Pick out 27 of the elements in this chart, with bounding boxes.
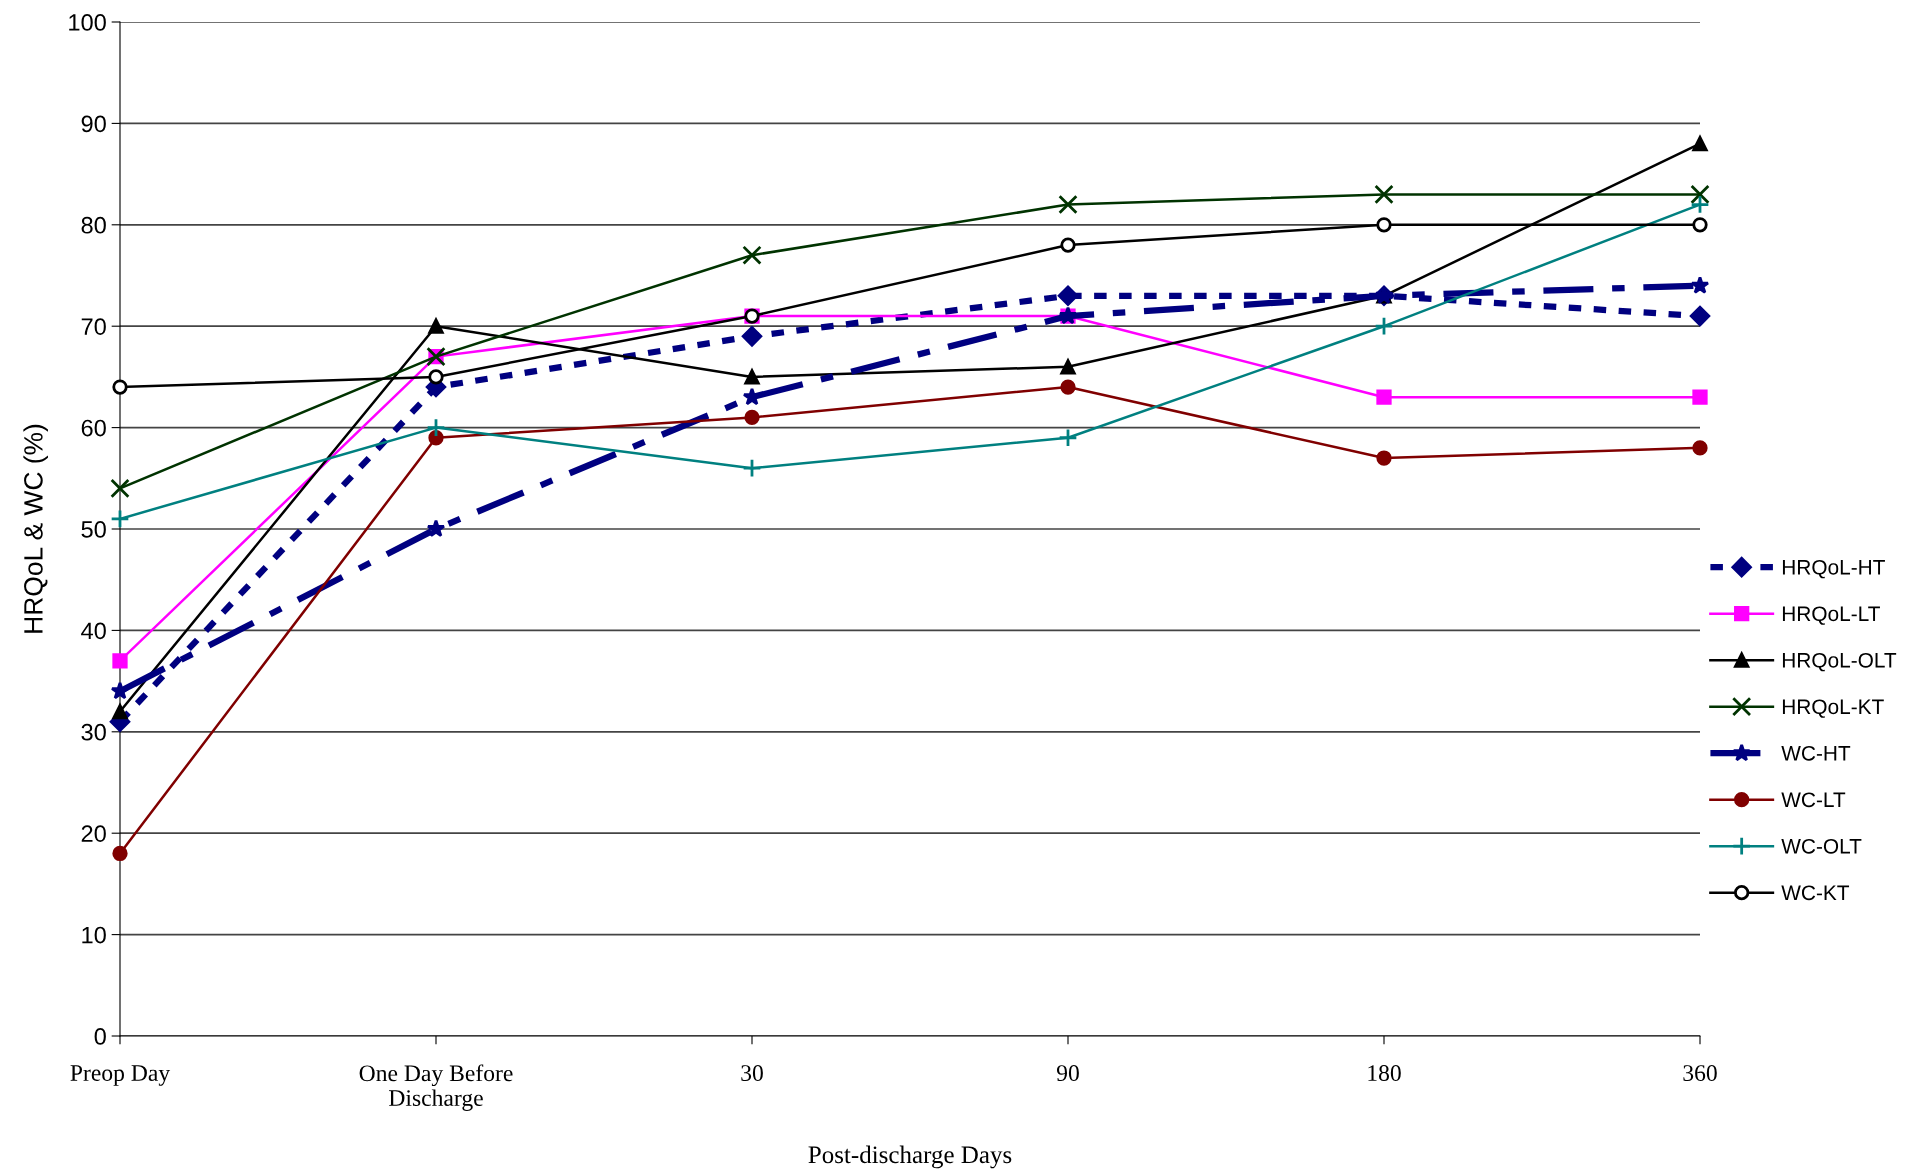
y-tick-label: 100 [69,14,106,31]
x-tick-label: 180 [1368,1065,1401,1082]
legend-label: HRQoL-LT [1782,606,1880,625]
x-tick-label: 90 [1056,1065,1079,1082]
y-tick-label: 40 [81,622,106,640]
y-tick-label: 90 [81,115,106,133]
legend-label: HRQoL-HT [1782,559,1885,579]
legend-label: WC-OLT [1781,838,1862,854]
legend-label: WC-LT [1781,792,1846,808]
y-tick-label: 50 [81,521,106,538]
y-tick-label: 10 [82,926,106,944]
y-tick-label: 80 [81,216,106,234]
x-axis-title: Post-discharge Days [808,1145,1012,1169]
x-tick-label: Preop Day [70,1065,171,1086]
y-tick-label: 0 [94,1028,106,1045]
y-tick-label: 30 [81,723,106,741]
y-tick-label: 70 [81,318,106,335]
x-tick-label: One Day Before Discharge [359,1064,513,1111]
y-axis-title: HRQoL & WC (%) [23,424,48,633]
legend-label: HRQoL-KT [1782,699,1884,718]
y-tick-label: 20 [81,825,106,842]
x-tick-label: 360 [1683,1065,1717,1082]
y-tick-label: 60 [81,419,106,437]
x-tick-label: 30 [741,1065,763,1082]
legend-label: WC-HT [1781,745,1851,761]
legend-label: HRQoL-OLT [1782,652,1897,672]
legend-label: WC-KT [1781,885,1850,901]
